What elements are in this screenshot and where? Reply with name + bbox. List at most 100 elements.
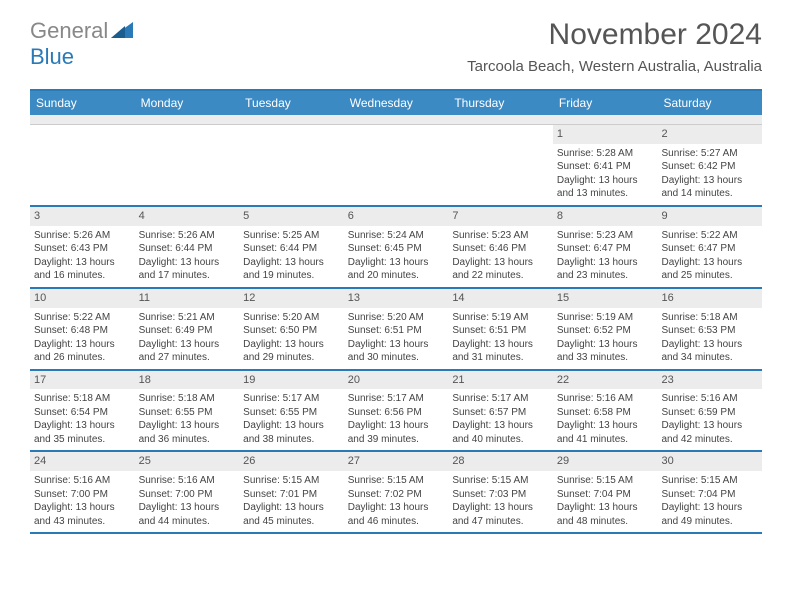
calendar: SundayMondayTuesdayWednesdayThursdayFrid…	[30, 89, 762, 534]
day-header-cell: Friday	[553, 91, 658, 115]
sunrise-text: Sunrise: 5:17 AM	[243, 392, 340, 406]
title-block: November 2024 Tarcoola Beach, Western Au…	[467, 18, 762, 75]
daylight-text: Daylight: 13 hours and 20 minutes.	[348, 256, 445, 283]
day-header-cell: Wednesday	[344, 91, 449, 115]
sunrise-text: Sunrise: 5:22 AM	[34, 311, 131, 325]
daylight-text: Daylight: 13 hours and 45 minutes.	[243, 501, 340, 528]
logo-text-blue: Blue	[30, 44, 74, 69]
day-cell: 11Sunrise: 5:21 AMSunset: 6:49 PMDayligh…	[135, 289, 240, 369]
daylight-text: Daylight: 13 hours and 31 minutes.	[452, 338, 549, 365]
day-number: 29	[553, 452, 658, 471]
day-number: 27	[344, 452, 449, 471]
daylight-text: Daylight: 13 hours and 16 minutes.	[34, 256, 131, 283]
day-header-cell: Sunday	[30, 91, 135, 115]
day-cell: 5Sunrise: 5:25 AMSunset: 6:44 PMDaylight…	[239, 207, 344, 287]
daylight-text: Daylight: 13 hours and 47 minutes.	[452, 501, 549, 528]
day-number: 11	[135, 289, 240, 308]
daylight-text: Daylight: 13 hours and 26 minutes.	[34, 338, 131, 365]
day-number: 1	[553, 125, 658, 144]
day-number: 10	[30, 289, 135, 308]
sunrise-text: Sunrise: 5:26 AM	[34, 229, 131, 243]
sunset-text: Sunset: 7:00 PM	[139, 488, 236, 502]
daylight-text: Daylight: 13 hours and 44 minutes.	[139, 501, 236, 528]
sunrise-text: Sunrise: 5:18 AM	[661, 311, 758, 325]
day-cell: 15Sunrise: 5:19 AMSunset: 6:52 PMDayligh…	[553, 289, 658, 369]
day-cell: 13Sunrise: 5:20 AMSunset: 6:51 PMDayligh…	[344, 289, 449, 369]
day-cell: 9Sunrise: 5:22 AMSunset: 6:47 PMDaylight…	[657, 207, 762, 287]
day-cell: 7Sunrise: 5:23 AMSunset: 6:46 PMDaylight…	[448, 207, 553, 287]
day-cell	[344, 125, 449, 205]
day-cell: 16Sunrise: 5:18 AMSunset: 6:53 PMDayligh…	[657, 289, 762, 369]
daylight-text: Daylight: 13 hours and 19 minutes.	[243, 256, 340, 283]
sunrise-text: Sunrise: 5:23 AM	[452, 229, 549, 243]
sunset-text: Sunset: 7:02 PM	[348, 488, 445, 502]
sunset-text: Sunset: 7:04 PM	[661, 488, 758, 502]
day-number: 16	[657, 289, 762, 308]
day-number: 9	[657, 207, 762, 226]
day-cell: 3Sunrise: 5:26 AMSunset: 6:43 PMDaylight…	[30, 207, 135, 287]
day-number: 4	[135, 207, 240, 226]
day-cell	[135, 125, 240, 205]
sunset-text: Sunset: 6:51 PM	[348, 324, 445, 338]
sunset-text: Sunset: 6:45 PM	[348, 242, 445, 256]
day-cell: 18Sunrise: 5:18 AMSunset: 6:55 PMDayligh…	[135, 371, 240, 451]
weeks-container: 1Sunrise: 5:28 AMSunset: 6:41 PMDaylight…	[30, 125, 762, 534]
sunrise-text: Sunrise: 5:17 AM	[452, 392, 549, 406]
day-header-cell: Saturday	[657, 91, 762, 115]
day-cell: 4Sunrise: 5:26 AMSunset: 6:44 PMDaylight…	[135, 207, 240, 287]
day-number: 2	[657, 125, 762, 144]
day-number: 6	[344, 207, 449, 226]
day-number: 30	[657, 452, 762, 471]
sunrise-text: Sunrise: 5:19 AM	[557, 311, 654, 325]
day-cell: 20Sunrise: 5:17 AMSunset: 6:56 PMDayligh…	[344, 371, 449, 451]
day-number: 22	[553, 371, 658, 390]
sunset-text: Sunset: 6:49 PM	[139, 324, 236, 338]
week-row: 24Sunrise: 5:16 AMSunset: 7:00 PMDayligh…	[30, 452, 762, 534]
sunrise-text: Sunrise: 5:15 AM	[452, 474, 549, 488]
sunrise-text: Sunrise: 5:20 AM	[243, 311, 340, 325]
spacer-row	[30, 115, 762, 125]
sunrise-text: Sunrise: 5:18 AM	[139, 392, 236, 406]
sunrise-text: Sunrise: 5:20 AM	[348, 311, 445, 325]
daylight-text: Daylight: 13 hours and 33 minutes.	[557, 338, 654, 365]
sunset-text: Sunset: 7:03 PM	[452, 488, 549, 502]
day-number: 28	[448, 452, 553, 471]
day-cell: 23Sunrise: 5:16 AMSunset: 6:59 PMDayligh…	[657, 371, 762, 451]
day-cell: 25Sunrise: 5:16 AMSunset: 7:00 PMDayligh…	[135, 452, 240, 532]
daylight-text: Daylight: 13 hours and 13 minutes.	[557, 174, 654, 201]
sunset-text: Sunset: 6:42 PM	[661, 160, 758, 174]
daylight-text: Daylight: 13 hours and 46 minutes.	[348, 501, 445, 528]
sunset-text: Sunset: 6:44 PM	[243, 242, 340, 256]
day-number: 8	[553, 207, 658, 226]
sunrise-text: Sunrise: 5:28 AM	[557, 147, 654, 161]
day-number: 7	[448, 207, 553, 226]
daylight-text: Daylight: 13 hours and 49 minutes.	[661, 501, 758, 528]
day-cell: 2 Sunrise: 5:27 AMSunset: 6:42 PMDaylight…	[657, 125, 762, 205]
day-header-cell: Thursday	[448, 91, 553, 115]
daylight-text: Daylight: 13 hours and 48 minutes.	[557, 501, 654, 528]
sunset-text: Sunset: 7:00 PM	[34, 488, 131, 502]
day-cell: 12Sunrise: 5:20 AMSunset: 6:50 PMDayligh…	[239, 289, 344, 369]
location-text: Tarcoola Beach, Western Australia, Austr…	[467, 58, 762, 75]
sunset-text: Sunset: 7:01 PM	[243, 488, 340, 502]
day-number: 24	[30, 452, 135, 471]
sunrise-text: Sunrise: 5:18 AM	[34, 392, 131, 406]
sunrise-text: Sunrise: 5:16 AM	[661, 392, 758, 406]
sunrise-text: Sunrise: 5:27 AM	[661, 147, 758, 161]
sunset-text: Sunset: 7:04 PM	[557, 488, 654, 502]
sunrise-text: Sunrise: 5:15 AM	[661, 474, 758, 488]
logo-text-general: General	[30, 18, 108, 43]
day-header-cell: Tuesday	[239, 91, 344, 115]
daylight-text: Daylight: 13 hours and 17 minutes.	[139, 256, 236, 283]
day-cell	[30, 125, 135, 205]
daylight-text: Daylight: 13 hours and 14 minutes.	[661, 174, 758, 201]
sunrise-text: Sunrise: 5:15 AM	[348, 474, 445, 488]
day-number: 23	[657, 371, 762, 390]
sunrise-text: Sunrise: 5:15 AM	[243, 474, 340, 488]
day-cell: 10Sunrise: 5:22 AMSunset: 6:48 PMDayligh…	[30, 289, 135, 369]
logo-sail-icon	[111, 22, 133, 38]
sunrise-text: Sunrise: 5:17 AM	[348, 392, 445, 406]
week-row: 10Sunrise: 5:22 AMSunset: 6:48 PMDayligh…	[30, 289, 762, 371]
daylight-text: Daylight: 13 hours and 27 minutes.	[139, 338, 236, 365]
sunrise-text: Sunrise: 5:16 AM	[34, 474, 131, 488]
